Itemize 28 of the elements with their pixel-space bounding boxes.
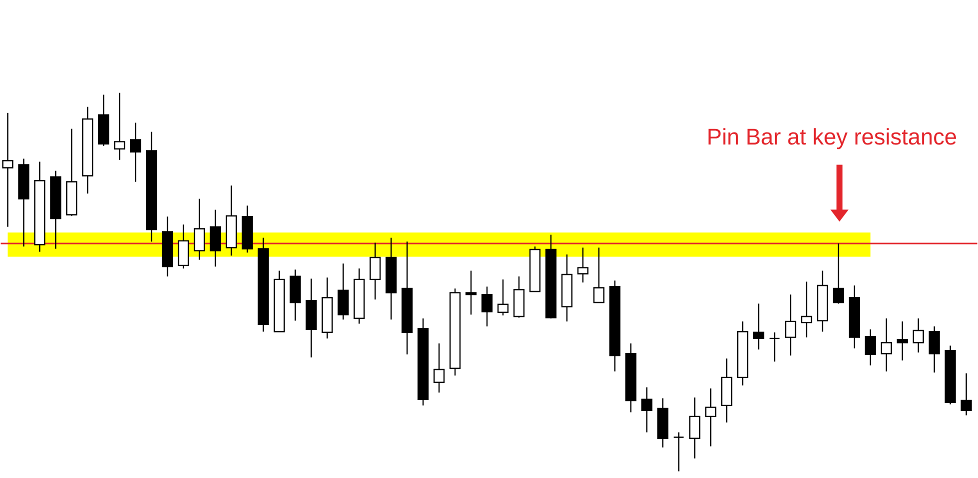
candlestick xyxy=(2,112,14,228)
candlestick xyxy=(434,342,445,394)
candlestick xyxy=(689,396,700,459)
candlestick xyxy=(705,388,716,447)
candlestick xyxy=(194,198,205,260)
candlestick xyxy=(753,302,764,350)
candlestick xyxy=(481,286,493,327)
candlestick xyxy=(800,280,812,338)
candlestick xyxy=(928,326,940,373)
candlestick xyxy=(785,294,796,356)
candlestick xyxy=(832,242,844,304)
candlestick xyxy=(880,318,892,372)
candlestick xyxy=(497,278,509,316)
candlestick xyxy=(577,246,588,283)
candlestick xyxy=(593,246,604,303)
candlestick xyxy=(130,122,142,182)
annotation: Pin Bar at key resistance xyxy=(708,128,956,150)
candlestick xyxy=(370,242,381,300)
candlestick xyxy=(114,92,126,160)
candlestick xyxy=(960,372,972,416)
candlestick xyxy=(864,328,876,366)
candlestick xyxy=(465,270,477,316)
candlestick xyxy=(210,209,221,268)
candlestick xyxy=(641,386,652,433)
candlestick xyxy=(769,332,780,362)
candlestick xyxy=(896,320,908,361)
candlestick xyxy=(912,318,924,353)
candlestick xyxy=(673,432,684,472)
